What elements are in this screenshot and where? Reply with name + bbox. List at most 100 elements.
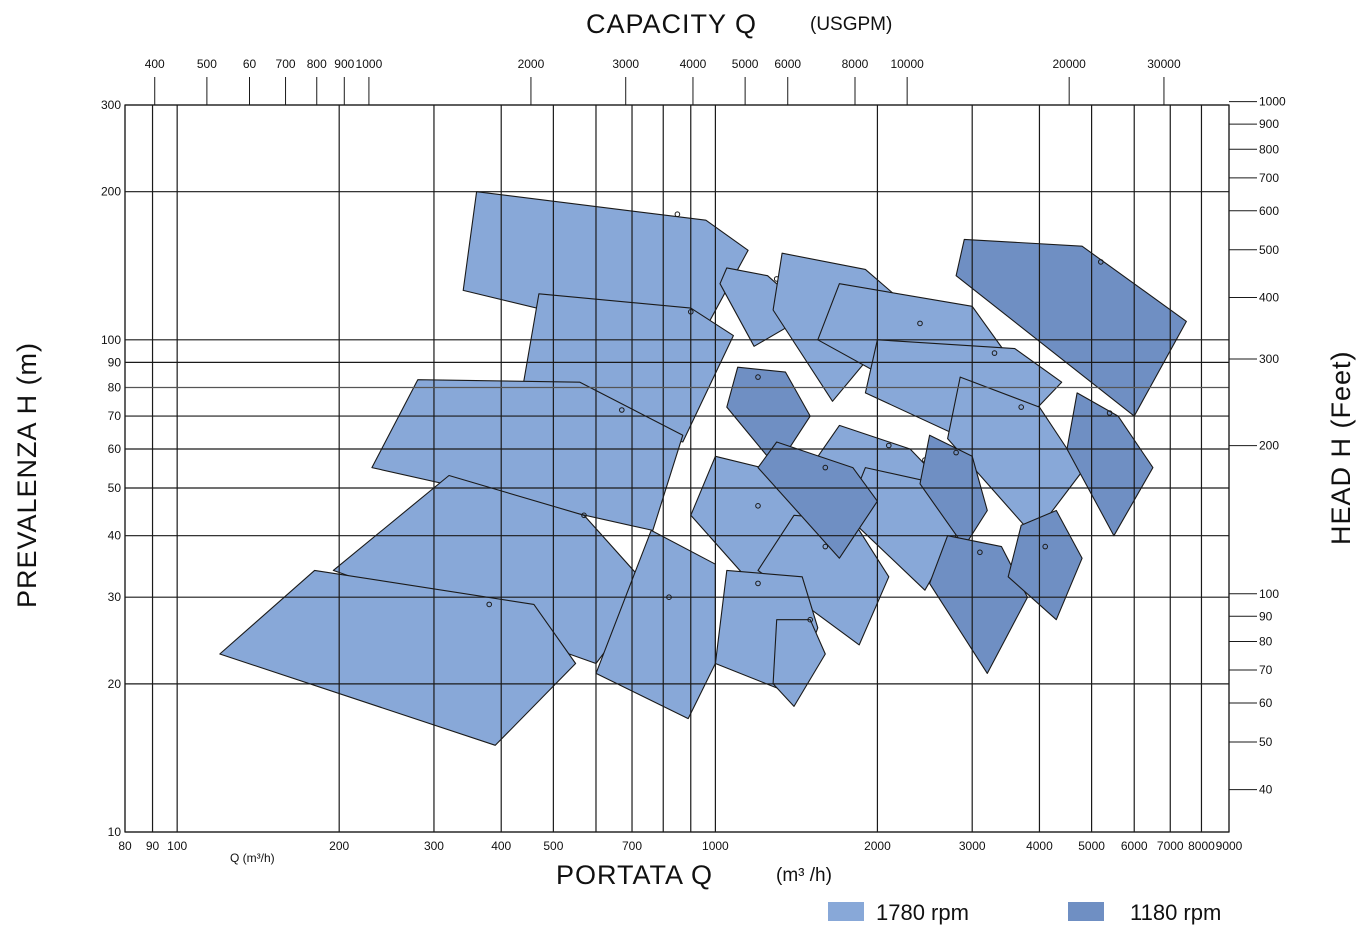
- right-tick-label: 600: [1259, 204, 1279, 218]
- right-tick-label: 90: [1259, 609, 1273, 623]
- y-tick-label: 70: [108, 409, 122, 423]
- legend-swatch-1780: [828, 902, 864, 921]
- top-tick-label: 5000: [732, 57, 759, 71]
- bep-marker: [1098, 259, 1104, 265]
- y-tick-label: 60: [108, 442, 122, 456]
- x-tick-label: 700: [622, 839, 642, 853]
- top-tick-label: 4000: [680, 57, 707, 71]
- x-tick-label: 200: [329, 839, 349, 853]
- top-tick-label: 6000: [774, 57, 801, 71]
- right-tick-label: 900: [1259, 117, 1279, 131]
- bep-marker: [755, 374, 761, 380]
- legend: 1780 rpm 1180 rpm: [828, 900, 1221, 925]
- right-tick-label: 50: [1259, 735, 1273, 749]
- x-tick-label: 3000: [959, 839, 986, 853]
- bep-marker: [822, 543, 829, 550]
- right-tick-label: 400: [1259, 290, 1279, 304]
- bep-marker: [1018, 404, 1025, 410]
- x-tick-label: 80: [118, 839, 132, 853]
- top-tick-label: 60: [243, 57, 257, 71]
- y-tick-label: 100: [101, 333, 121, 347]
- bep-marker: [755, 580, 761, 587]
- x-tick-label: 300: [424, 839, 444, 853]
- right-tick-label: 100: [1259, 587, 1279, 601]
- bep-marker: [977, 549, 983, 556]
- right-tick-label: 700: [1259, 171, 1279, 185]
- right-tick-label: 500: [1259, 243, 1279, 257]
- top-tick-label: 20000: [1052, 57, 1086, 71]
- bep-marker: [807, 616, 814, 623]
- right-tick-label: 1000: [1259, 95, 1286, 109]
- right-tick-label: 70: [1259, 663, 1273, 677]
- legend-label-1180: 1180 rpm: [1130, 900, 1221, 925]
- x-inline-label: Q (m³/h): [230, 851, 275, 865]
- plot-frame: [124, 104, 1230, 833]
- top-tick-label: 800: [307, 57, 327, 71]
- bep-marker: [822, 464, 829, 471]
- right-tick-label: 60: [1259, 696, 1273, 710]
- y-tick-label: 90: [108, 355, 122, 369]
- top-axis-title: CAPACITY Q: [586, 9, 757, 39]
- top-tick-label: 3000: [612, 57, 639, 71]
- y-tick-label: 80: [108, 381, 122, 395]
- bep-marker: [486, 601, 493, 608]
- right-axis-title: HEAD H (Feet): [1326, 350, 1356, 545]
- pump-region-1180: [757, 441, 878, 559]
- y-tick-label: 10: [108, 825, 122, 839]
- top-tick-label: 8000: [842, 57, 869, 71]
- pump-region-1780: [219, 569, 577, 746]
- bep-marker: [755, 503, 761, 509]
- bep-marker: [619, 407, 625, 413]
- bep-marker: [1042, 543, 1048, 550]
- right-tick-label: 80: [1259, 634, 1273, 648]
- pump-region-1780: [772, 619, 826, 707]
- top-tick-label: 1000: [356, 57, 383, 71]
- x-tick-label: 2000: [864, 839, 891, 853]
- top-tick-label: 900: [334, 57, 354, 71]
- left-axis-title: PREVALENZA H (m): [12, 342, 42, 608]
- x-tick-label: 5000: [1078, 839, 1105, 853]
- legend-swatch-1180: [1068, 902, 1104, 921]
- right-tick-label: 200: [1259, 439, 1279, 453]
- y-tick-label: 50: [108, 481, 122, 495]
- top-tick-label: 2000: [518, 57, 545, 71]
- x-tick-label: 7000: [1157, 839, 1184, 853]
- y-tick-label: 20: [108, 677, 122, 691]
- y-tick-label: 200: [101, 185, 121, 199]
- bep-marker: [674, 211, 681, 217]
- titles-layer: CAPACITY Q (USGPM) PORTATA Q (m³ /h) Q (…: [12, 9, 1356, 890]
- bep-marker: [953, 449, 959, 456]
- grid-layer: [124, 104, 1230, 833]
- x-tick-label: 8000: [1188, 839, 1215, 853]
- x-tick-label: 400: [491, 839, 511, 853]
- pump-region-1180: [1066, 392, 1154, 537]
- legend-label-1780: 1780 rpm: [876, 900, 969, 925]
- bep-marker: [991, 350, 998, 356]
- bep-marker: [581, 512, 587, 519]
- pump-region-1780: [371, 379, 684, 531]
- top-tick-label: 30000: [1147, 57, 1181, 71]
- pump-region-1780: [757, 514, 890, 646]
- x-tick-label: 4000: [1026, 839, 1053, 853]
- pump-region-1180: [1007, 509, 1083, 621]
- y-tick-label: 30: [108, 590, 122, 604]
- bep-marker: [917, 320, 923, 327]
- right-tick-label: 800: [1259, 142, 1279, 156]
- top-tick-label: 500: [197, 57, 217, 71]
- bep-marker: [1106, 410, 1113, 416]
- top-tick-label: 400: [145, 57, 165, 71]
- top-axis-unit: (USGPM): [810, 14, 892, 35]
- pump-regions-layer: [219, 191, 1187, 746]
- top-tick-label: 700: [276, 57, 296, 71]
- x-tick-label: 500: [543, 839, 563, 853]
- y-tick-label: 300: [101, 98, 121, 112]
- bottom-axis-unit: (m³ /h): [776, 865, 832, 886]
- top-tick-label: 10000: [890, 57, 924, 71]
- x-tick-label: 6000: [1121, 839, 1148, 853]
- tick-layer: 80 90 100 200 300 400 500 700 1000 2000 3000 4000 50…: [101, 57, 1286, 853]
- bep-marker: [886, 442, 892, 449]
- x-tick-label: 100: [167, 839, 187, 853]
- y-tick-label: 40: [108, 529, 122, 543]
- bottom-axis-title: PORTATA Q: [556, 860, 713, 890]
